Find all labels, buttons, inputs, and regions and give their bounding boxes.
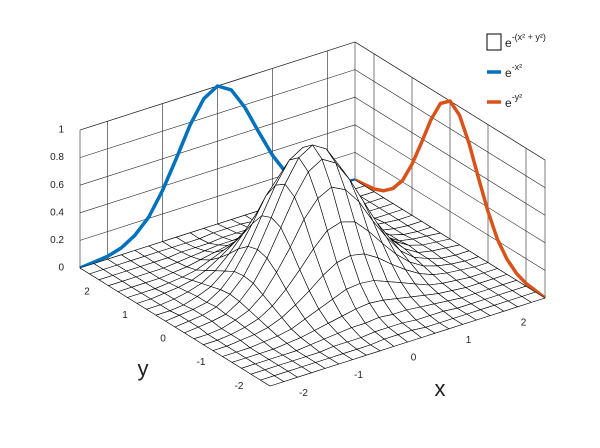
z-tick-label: 0.4 [50,207,64,218]
legend-entry: e-y² [505,92,522,110]
legend-exponent: -x² [512,62,523,72]
z-tick-label: 1 [58,125,64,136]
legend: e-(x² + y²)e-x²e-y² [486,32,546,110]
z-tick-label: 0.8 [50,152,64,163]
z-tick-label: 0.2 [50,235,64,246]
x-tick-label: -2 [299,388,308,399]
surface-cell [260,375,285,387]
surface [79,144,546,387]
x-axis-label: x [435,376,446,401]
curve [354,99,547,300]
y-tick-label: 1 [122,310,128,321]
legend-exponent: -(x² + y²) [512,32,546,42]
x-tick-label: 0 [411,353,417,364]
grid-line [79,69,356,158]
y-tick-label: 2 [84,286,90,297]
legend-swatch [486,33,502,51]
grid-line [354,69,546,188]
y-axis-label: y [138,356,149,381]
y-tick-label: 0 [160,334,166,345]
grid-line [79,96,356,186]
legend-base: e [505,36,512,50]
legend-entry: e-(x² + y²) [505,32,546,50]
z-tick-label: 0.6 [50,180,64,191]
grid-line [354,124,546,244]
axis-labels: -2 -1 0 1 2 -2 -1 0 1 2 0 0.2 0.4 0.6 0.8 1 [50,125,527,399]
y-tick-label: -1 [197,357,206,368]
x-tick-label: 1 [466,335,472,346]
grid-line [354,96,546,216]
x-tick-label: 2 [521,317,527,328]
legend-entry: e-x² [505,62,522,80]
legend-exponent: -y² [512,92,523,102]
legend-base: e [505,96,512,110]
x-tick-label: -1 [354,370,363,381]
z-tick-label: 0 [58,263,64,274]
grid-line [354,152,546,271]
legend-base: e [505,66,512,80]
y-tick-label: -2 [235,381,244,392]
grid-line [79,124,356,214]
